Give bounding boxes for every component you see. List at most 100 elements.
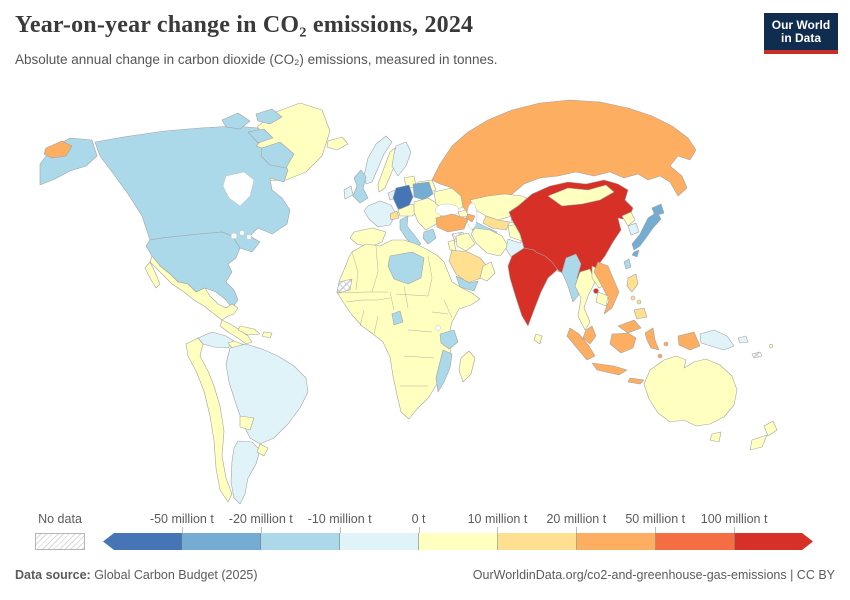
country-iraq[interactable] — [455, 232, 476, 252]
country-malaysia-borneo[interactable] — [617, 319, 642, 334]
country-tanzania[interactable] — [439, 329, 459, 350]
country-madagascar[interactable] — [458, 350, 476, 383]
lake-victoria — [435, 325, 441, 331]
country-yemen[interactable] — [455, 275, 479, 292]
country-uzbekistan[interactable] — [482, 215, 511, 231]
country-libya[interactable] — [387, 251, 425, 285]
legend-bin-7[interactable] — [656, 533, 735, 550]
country-new-zealand-south[interactable] — [749, 434, 768, 451]
legend-color-bar — [103, 533, 813, 550]
country-poland[interactable] — [412, 181, 434, 201]
country-mexico-baja[interactable] — [144, 261, 161, 289]
legend-bin-2[interactable] — [261, 533, 340, 550]
country-north-korea[interactable] — [621, 211, 636, 227]
map-legend: No data -50 million t -20 million t -10 mi… — [0, 510, 850, 558]
country-iceland[interactable] — [326, 136, 349, 151]
country-brazil[interactable] — [225, 343, 309, 445]
country-oman[interactable] — [479, 261, 496, 282]
country-russia-chukotka[interactable] — [43, 140, 73, 159]
country-finland[interactable] — [391, 141, 412, 177]
country-western-sahara[interactable] — [336, 278, 353, 294]
legend-tick-mark — [339, 527, 341, 533]
country-turkey[interactable] — [435, 213, 469, 233]
country-new-caledonia[interactable] — [751, 351, 763, 359]
country-hispaniola[interactable] — [261, 331, 273, 339]
legend-tick-label: 10 million t — [467, 512, 528, 526]
country-mongolia[interactable] — [547, 184, 615, 207]
country-canada-arctic-3[interactable] — [247, 128, 274, 144]
country-argentina[interactable] — [230, 440, 261, 505]
country-uk[interactable] — [352, 169, 369, 204]
country-norway[interactable] — [363, 135, 393, 185]
country-vietnam[interactable] — [593, 261, 620, 315]
country-australia-tasmania[interactable] — [709, 431, 722, 443]
country-andean-strip[interactable] — [185, 337, 233, 503]
country-fiji[interactable] — [768, 343, 774, 349]
country-australia[interactable] — [643, 355, 738, 427]
country-japan-honshu[interactable] — [631, 211, 662, 251]
country-philippines-visayas-2[interactable] — [636, 299, 642, 305]
legend-bin-1[interactable] — [182, 533, 261, 550]
country-china-hainan[interactable] — [593, 288, 599, 294]
legend-tick-label: 50 million t — [625, 512, 686, 526]
country-balkans[interactable] — [413, 197, 443, 231]
legend-tick-mark — [576, 527, 578, 533]
data-source-text: Global Carbon Budget (2025) — [90, 568, 258, 582]
country-indonesia-sumatra[interactable] — [566, 327, 596, 361]
country-italy[interactable] — [399, 215, 422, 248]
no-data-swatch[interactable] — [35, 533, 85, 550]
country-indonesia-java[interactable] — [591, 362, 628, 376]
legend-bin-8[interactable] — [735, 533, 813, 550]
country-mozambique[interactable] — [435, 349, 453, 393]
country-uruguay[interactable] — [256, 443, 269, 457]
country-new-zealand-north[interactable] — [763, 420, 778, 437]
country-france[interactable] — [363, 200, 397, 228]
country-indonesia-papua[interactable] — [677, 331, 701, 351]
africa-internal-borders — [336, 245, 453, 387]
country-venezuela[interactable] — [197, 331, 235, 349]
country-taiwan[interactable] — [623, 258, 632, 270]
legend-tick-mark — [418, 527, 420, 533]
country-central-america[interactable] — [219, 319, 253, 345]
country-canada-baffin[interactable] — [260, 141, 295, 169]
country-png-new-britain[interactable] — [737, 335, 749, 344]
country-cuba[interactable] — [237, 325, 261, 336]
country-canada-arctic-2[interactable] — [255, 108, 283, 125]
country-sri-lanka[interactable] — [533, 333, 543, 345]
country-iran[interactable] — [470, 227, 509, 257]
country-switzerland[interactable] — [389, 210, 400, 221]
owid-logo[interactable]: Our World in Data — [764, 13, 838, 54]
legend-bin-3[interactable] — [340, 533, 419, 550]
country-indonesia-lesser-sunda[interactable] — [627, 377, 645, 385]
country-japan-kyushu[interactable] — [631, 249, 640, 258]
country-indonesia-maluku-2[interactable] — [663, 341, 669, 347]
country-spain[interactable] — [349, 227, 387, 248]
country-cameroon[interactable] — [391, 310, 404, 326]
country-china[interactable] — [508, 179, 634, 287]
legend-bin-4[interactable] — [419, 533, 498, 550]
country-malaysia[interactable] — [582, 325, 597, 345]
great-lakes-3 — [246, 234, 252, 240]
country-paraguay[interactable] — [239, 415, 255, 431]
country-azerbaijan[interactable] — [465, 213, 476, 223]
country-ireland[interactable] — [343, 185, 354, 200]
country-cambodia[interactable] — [595, 291, 609, 307]
country-philippines-luzon[interactable] — [626, 273, 639, 293]
country-canada-arctic-1[interactable] — [221, 112, 251, 130]
country-south-korea[interactable] — [627, 222, 640, 236]
country-greece[interactable] — [422, 228, 437, 245]
country-georgia[interactable] — [457, 209, 469, 218]
no-data-label: No data — [38, 512, 82, 526]
legend-bin-6[interactable] — [577, 533, 656, 550]
country-philippines-visayas-1[interactable] — [630, 295, 636, 301]
legend-bin-5[interactable] — [498, 533, 577, 550]
country-papua-new-guinea[interactable] — [699, 329, 735, 351]
country-mexico[interactable] — [149, 255, 239, 321]
legend-bin-0[interactable] — [103, 533, 182, 550]
country-indonesia-maluku-1[interactable] — [657, 353, 663, 359]
country-indonesia-sulawesi[interactable] — [644, 327, 660, 351]
footer-link[interactable]: OurWorldinData.org/co2-and-greenhouse-ga… — [472, 568, 835, 582]
country-philippines-mindanao[interactable] — [633, 307, 648, 320]
country-indonesia-kalimantan[interactable] — [609, 332, 637, 354]
